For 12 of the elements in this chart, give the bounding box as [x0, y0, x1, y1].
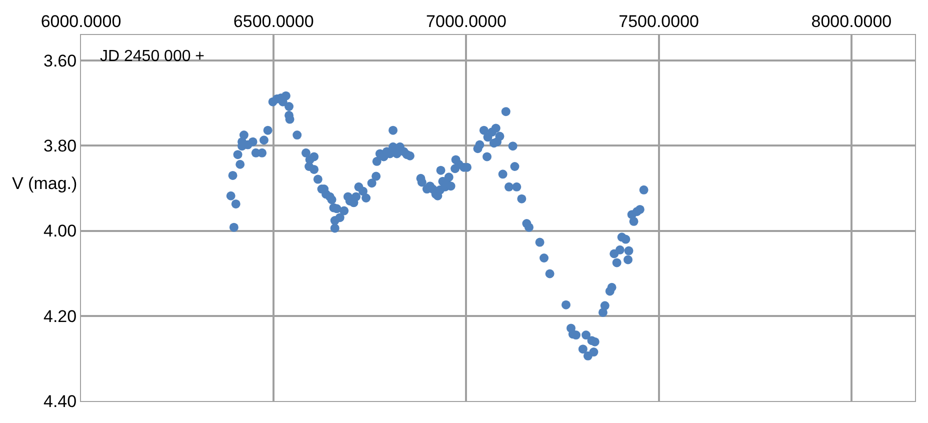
x-tick-label: 6000.0000 [40, 12, 122, 32]
y-tick-label: 3.80 [44, 136, 77, 156]
x-tick-label: 6500.0000 [233, 12, 314, 32]
y-tick-label: 3.60 [44, 51, 77, 70]
annotation: JD 2450 000 + [100, 48, 205, 65]
y-axis-title: V (mag.) [12, 174, 78, 193]
y-tick-label: 4.00 [44, 222, 77, 241]
x-tick-label: 8000.0000 [811, 12, 892, 32]
x-tick-label: 7500.0000 [618, 12, 700, 32]
x-tick-label: 7000.0000 [426, 12, 506, 32]
y-tick-label: 4.40 [44, 392, 77, 411]
y-tick-label: 4.20 [44, 306, 77, 326]
